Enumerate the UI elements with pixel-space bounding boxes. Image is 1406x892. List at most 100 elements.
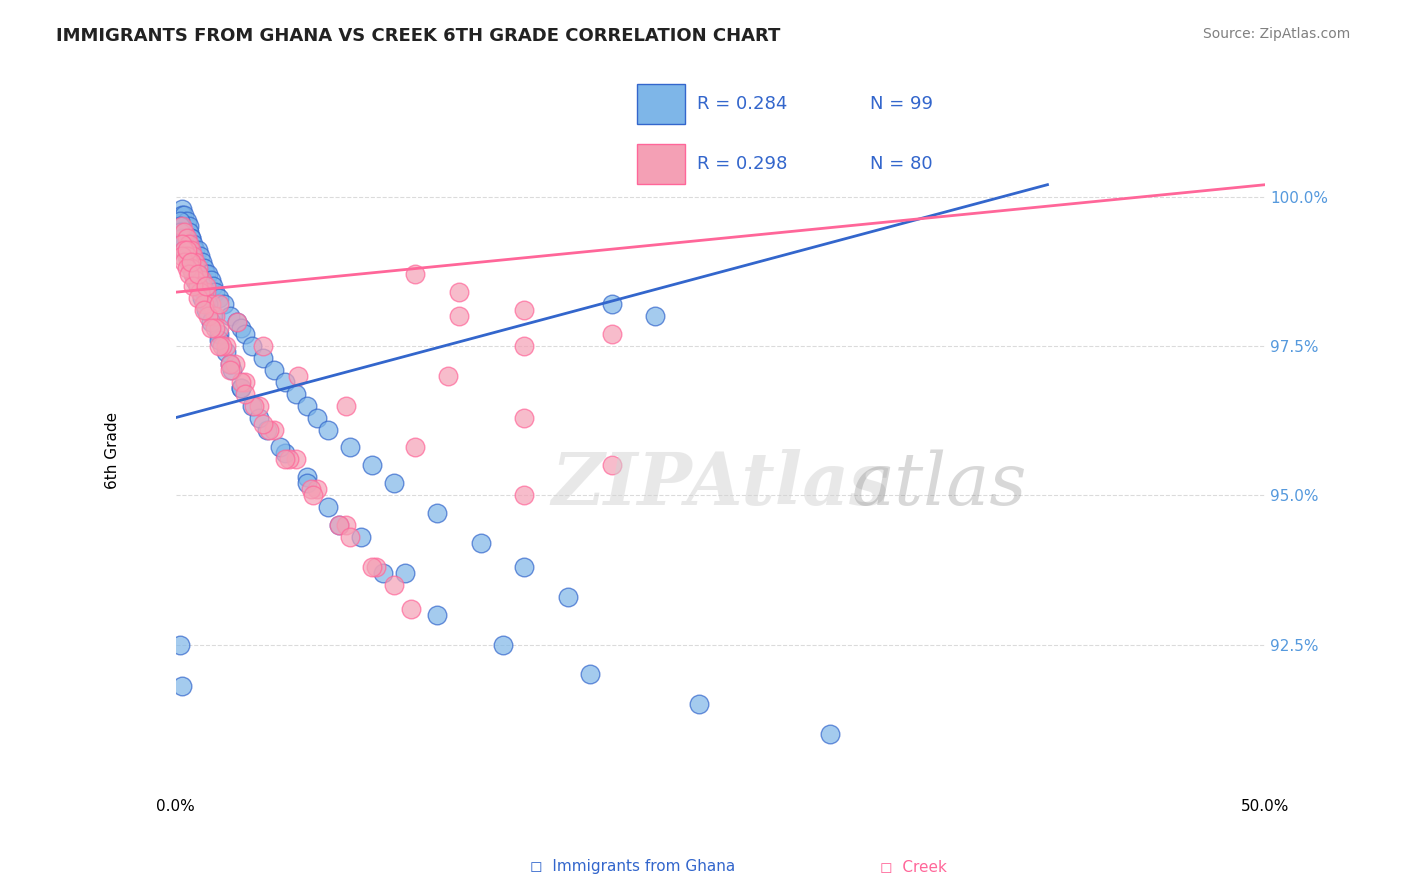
Point bbox=[169, 219, 191, 234]
Point bbox=[172, 226, 194, 240]
Point bbox=[259, 423, 281, 437]
Point bbox=[184, 273, 207, 287]
Point bbox=[191, 291, 214, 305]
Point bbox=[172, 249, 194, 263]
Point bbox=[225, 315, 247, 329]
Point bbox=[235, 375, 257, 389]
Point bbox=[600, 458, 623, 473]
Point bbox=[169, 219, 191, 234]
Point bbox=[274, 375, 297, 389]
Point bbox=[204, 309, 226, 323]
Point bbox=[247, 399, 270, 413]
Point bbox=[318, 500, 340, 515]
Point bbox=[180, 244, 202, 258]
Point bbox=[215, 345, 238, 359]
Point bbox=[295, 399, 318, 413]
Point bbox=[231, 381, 253, 395]
Point bbox=[172, 202, 194, 216]
Point bbox=[176, 249, 198, 263]
Point bbox=[219, 357, 242, 371]
Point bbox=[172, 219, 194, 234]
Point bbox=[252, 417, 274, 431]
Point bbox=[181, 255, 204, 269]
Point bbox=[208, 291, 231, 305]
Point bbox=[195, 279, 218, 293]
Point bbox=[263, 423, 285, 437]
Point bbox=[176, 261, 198, 276]
Point bbox=[186, 261, 209, 276]
Point bbox=[173, 231, 195, 245]
Point bbox=[204, 321, 226, 335]
Point bbox=[176, 231, 198, 245]
Point bbox=[172, 237, 194, 252]
Point bbox=[366, 560, 388, 574]
Point bbox=[426, 506, 449, 520]
Point bbox=[350, 530, 373, 544]
Point bbox=[437, 368, 460, 383]
Point bbox=[339, 530, 361, 544]
Text: ZIPAtlas: ZIPAtlas bbox=[551, 450, 890, 520]
Point bbox=[181, 237, 204, 252]
Point bbox=[225, 315, 247, 329]
Point bbox=[188, 273, 211, 287]
Point bbox=[188, 249, 211, 263]
Point bbox=[335, 518, 357, 533]
Point bbox=[177, 237, 200, 252]
Point bbox=[600, 297, 623, 311]
Point bbox=[219, 363, 242, 377]
Point bbox=[181, 267, 204, 281]
Text: N = 99: N = 99 bbox=[870, 95, 932, 112]
Point bbox=[201, 309, 224, 323]
Point bbox=[600, 326, 623, 341]
Point bbox=[184, 261, 207, 276]
Point bbox=[470, 536, 492, 550]
Point bbox=[176, 213, 198, 227]
Point bbox=[263, 363, 285, 377]
Point bbox=[180, 249, 202, 263]
Point bbox=[186, 244, 209, 258]
Point bbox=[513, 560, 536, 574]
Point bbox=[191, 273, 214, 287]
Point bbox=[191, 255, 214, 269]
Point bbox=[197, 309, 219, 323]
Point bbox=[339, 441, 361, 455]
Point bbox=[186, 291, 209, 305]
Point bbox=[269, 441, 291, 455]
Point bbox=[180, 255, 202, 269]
Point bbox=[173, 255, 195, 269]
Point bbox=[256, 423, 278, 437]
Point bbox=[212, 297, 235, 311]
Point bbox=[193, 261, 215, 276]
Point bbox=[284, 452, 307, 467]
Point bbox=[492, 638, 515, 652]
Point bbox=[173, 244, 195, 258]
Point bbox=[172, 237, 194, 252]
Text: N = 80: N = 80 bbox=[870, 155, 932, 173]
Point bbox=[193, 297, 215, 311]
Point bbox=[186, 279, 209, 293]
Point bbox=[215, 339, 238, 353]
Point bbox=[188, 285, 211, 300]
Point bbox=[177, 226, 200, 240]
Point bbox=[328, 518, 350, 533]
Bar bbox=[637, 84, 685, 124]
Point bbox=[204, 285, 226, 300]
Text: atlas: atlas bbox=[852, 450, 1026, 520]
Y-axis label: 6th Grade: 6th Grade bbox=[105, 412, 120, 489]
Point bbox=[295, 476, 318, 491]
Point bbox=[231, 321, 253, 335]
Point bbox=[513, 488, 536, 502]
Text: R = 0.298: R = 0.298 bbox=[696, 155, 787, 173]
Point bbox=[247, 410, 270, 425]
Point bbox=[335, 399, 357, 413]
Point bbox=[219, 309, 242, 323]
Point bbox=[426, 607, 449, 622]
Point bbox=[287, 368, 309, 383]
Point bbox=[274, 446, 297, 460]
Point bbox=[180, 231, 202, 245]
Point bbox=[302, 488, 325, 502]
Point bbox=[318, 423, 340, 437]
Text: Source: ZipAtlas.com: Source: ZipAtlas.com bbox=[1202, 27, 1350, 41]
Point bbox=[181, 249, 204, 263]
Point bbox=[252, 339, 274, 353]
